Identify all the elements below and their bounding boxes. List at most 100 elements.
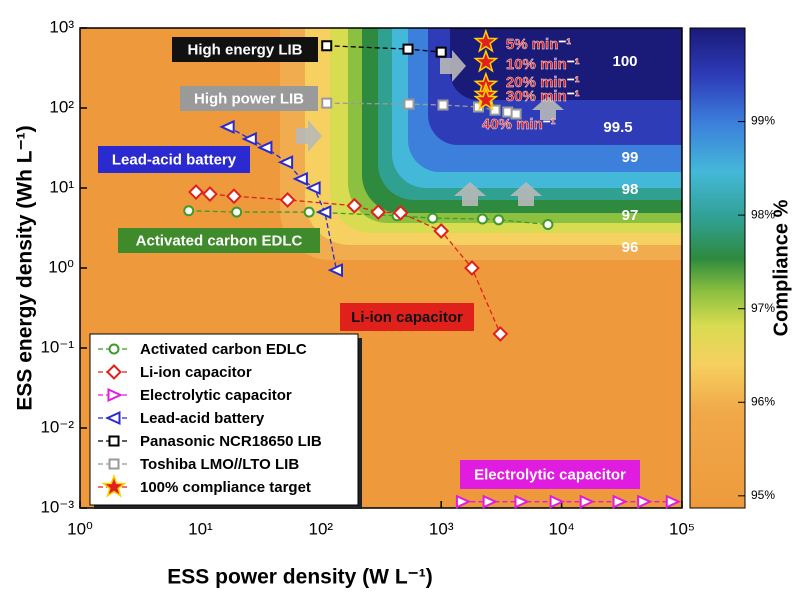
- marker: [403, 98, 415, 110]
- marker: [277, 155, 294, 170]
- marker: [108, 435, 120, 447]
- marker: [455, 494, 472, 509]
- legend-label: Li-ion capacitor: [140, 364, 252, 381]
- legend-label: Electrolytic capacitor: [140, 387, 292, 404]
- series-line: [195, 191, 501, 335]
- annotation-box: [340, 303, 474, 331]
- contour-label: 99.5: [603, 119, 632, 136]
- contour-label: 98: [622, 181, 639, 198]
- legend-label: 100% compliance target: [140, 479, 311, 496]
- marker: [402, 43, 414, 55]
- annotation: High power LIB: [194, 90, 304, 107]
- heatmap: [80, 28, 682, 508]
- annotation-box: [180, 86, 318, 111]
- marker: [106, 364, 122, 380]
- star: [473, 48, 499, 73]
- y-tick-label: 10⁻²: [40, 417, 74, 436]
- legend-label: Toshiba LMO//LTO LIB: [140, 456, 299, 473]
- marker: [105, 410, 121, 426]
- annotation: Lead-acid battery: [112, 151, 237, 168]
- marker: [370, 204, 387, 220]
- marker: [219, 119, 235, 134]
- marker: [305, 180, 321, 196]
- star: [473, 28, 499, 53]
- marker: [612, 494, 628, 509]
- marker: [292, 171, 308, 186]
- marker: [241, 131, 257, 147]
- marker: [435, 46, 447, 58]
- colorbar-tick-label: 98%: [751, 207, 775, 221]
- marker: [637, 494, 653, 509]
- marker: [108, 458, 120, 470]
- marker: [427, 212, 439, 224]
- x-tick-label: 10⁵: [669, 519, 695, 538]
- legend-box: [89, 333, 359, 506]
- marker: [514, 494, 530, 509]
- marker: [392, 204, 409, 221]
- contour-label: 96: [622, 239, 639, 256]
- point-label: 30% min⁻¹: [506, 88, 580, 105]
- colorbar-label: Compliance %: [770, 199, 792, 336]
- x-tick-label: 10²: [309, 519, 334, 538]
- marker: [315, 205, 332, 220]
- annotation-box: [172, 37, 318, 62]
- y-axis-label: ESS energy density (Wh L⁻¹): [14, 125, 37, 410]
- marker: [321, 97, 333, 109]
- marker: [202, 186, 218, 202]
- x-tick-label: 10⁴: [548, 519, 574, 538]
- star: [473, 86, 499, 111]
- x-axis-label: ESS power density (W L⁻¹): [167, 566, 432, 589]
- marker: [279, 191, 296, 208]
- legend-label: Activated carbon EDLC: [140, 341, 307, 358]
- marker: [226, 188, 242, 205]
- y-tick-label: 10⁻¹: [40, 337, 74, 356]
- marker: [433, 223, 450, 239]
- marker: [437, 99, 449, 111]
- point-label: 10% min⁻¹: [506, 56, 580, 73]
- annotation: High energy LIB: [187, 41, 302, 58]
- marker: [665, 494, 682, 509]
- marker: [492, 325, 509, 342]
- star: [101, 473, 127, 498]
- marker: [476, 213, 488, 225]
- marker: [321, 40, 333, 52]
- marker: [327, 263, 343, 278]
- marker: [188, 184, 204, 200]
- annotation-box: [98, 146, 250, 173]
- y-tick-label: 10³: [49, 17, 74, 36]
- x-tick-label: 10⁰: [67, 519, 93, 538]
- y-tick-label: 10¹: [49, 177, 74, 196]
- marker: [482, 494, 499, 509]
- annotation: Li-ion capacitor: [351, 309, 463, 326]
- annotation-box: [460, 460, 640, 489]
- y-tick-label: 10⁻³: [40, 497, 74, 516]
- marker: [231, 206, 243, 218]
- colorbar-tick-label: 99%: [751, 114, 775, 128]
- x-tick-label: 10¹: [188, 519, 213, 538]
- annotation: Electrolytic capacitor: [474, 466, 626, 483]
- legend-label: Lead-acid battery: [140, 410, 265, 427]
- marker: [346, 197, 363, 214]
- contour-label: 100: [612, 53, 637, 70]
- contour-label: 97: [622, 207, 639, 224]
- marker: [464, 260, 480, 276]
- colorbar-tick-label: 96%: [751, 394, 775, 408]
- y-tick-label: 10⁰: [48, 257, 74, 276]
- marker: [549, 494, 565, 509]
- colorbar-tick-label: 95%: [751, 488, 775, 502]
- marker: [493, 214, 505, 226]
- marker: [579, 494, 596, 509]
- contour-label: 99: [622, 149, 639, 166]
- point-label: 20% min⁻¹: [506, 74, 580, 91]
- marker: [183, 205, 195, 217]
- marker: [108, 343, 120, 355]
- x-tick-label: 10³: [429, 519, 454, 538]
- colorbar: [689, 27, 746, 509]
- marker: [257, 140, 273, 155]
- annotation-box: [118, 228, 320, 253]
- arrows: [296, 50, 564, 206]
- point-label: 40% min⁻¹: [482, 116, 556, 133]
- legend-label: Panasonic NCR18650 LIB: [140, 433, 322, 450]
- colorbar-tick-label: 97%: [751, 301, 775, 315]
